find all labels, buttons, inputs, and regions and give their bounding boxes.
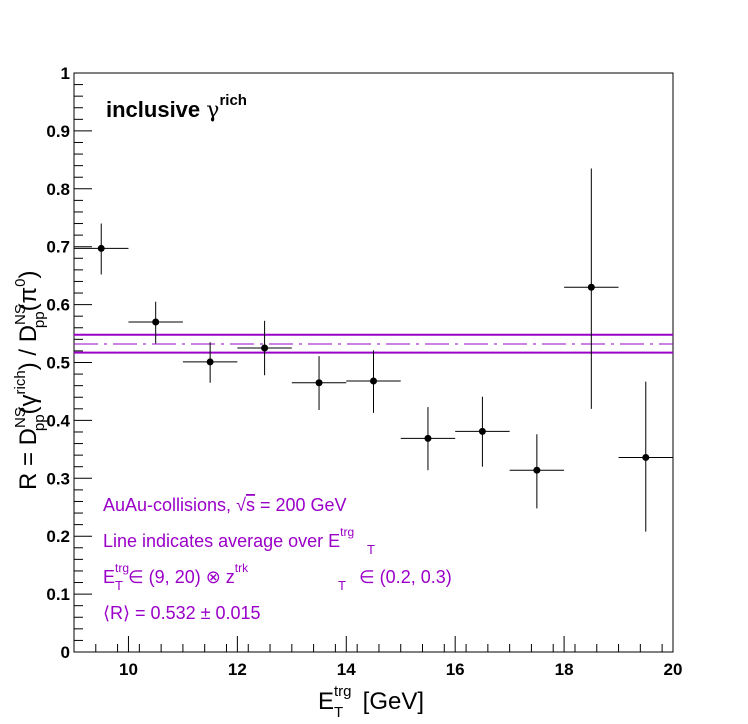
x-axis-title: Etrg T [GeV] (318, 683, 424, 721)
point-marker (642, 453, 650, 461)
data-point (455, 396, 510, 467)
data-point (346, 350, 401, 413)
y-tick-label: 1 (61, 64, 70, 83)
x-tick-label: 10 (119, 660, 138, 679)
y-tick-labels: 0 0.1 0.2 0.3 0.4 0.5 0.6 0.7 0.8 0.9 1 (46, 64, 70, 662)
x-axis-title-sup: trg (334, 683, 352, 700)
data-points (74, 168, 673, 532)
y-axis-title-p1-sup: NS (12, 407, 29, 428)
y-tick-label: 0.6 (46, 296, 70, 315)
annotation-kin-e: E (103, 567, 115, 587)
y-axis-title-p1-sub: pp (31, 414, 48, 431)
point-marker (370, 377, 377, 385)
point-marker (315, 379, 323, 387)
annotation-collisions-pre: AuAu-collisions, (103, 495, 236, 515)
y-tick-label: 0.1 (46, 585, 70, 604)
minor-ticks (74, 84, 663, 652)
point-marker (587, 283, 595, 291)
annotation-sqrt-sign: √ (236, 495, 246, 515)
point-marker (478, 427, 486, 435)
annotation-kin-z-sub: T (338, 578, 346, 593)
average-band (74, 333, 673, 354)
y-axis-title-p3-sub: pp (31, 311, 48, 328)
major-ticks (74, 72, 674, 653)
tag-text: inclusive (106, 97, 206, 122)
data-point (237, 320, 292, 376)
annotation-average-note: Line indicates average over Etrg T (103, 525, 375, 557)
data-point (618, 381, 673, 532)
x-tick-label: 12 (228, 660, 247, 679)
y-axis-title-p4-sup: 0 (12, 279, 29, 287)
x-tick-label: 14 (337, 660, 356, 679)
annotation-kin-e-sup: trg (115, 561, 129, 575)
x-tick-label: 20 (664, 660, 683, 679)
y-axis-title-p2: (γ (15, 394, 42, 414)
data-point (291, 356, 347, 410)
y-axis-title-p1: R = D (15, 428, 42, 490)
x-axis-title-sub: T (334, 704, 343, 721)
tag-greek: γ (206, 98, 219, 123)
x-tick-label: 18 (555, 660, 574, 679)
y-tick-label: 0.4 (46, 411, 70, 430)
y-tick-label: 0.5 (46, 354, 70, 373)
x-axis-title-unit: [GeV] (356, 688, 424, 715)
y-tick-label: 0.9 (46, 122, 70, 141)
point-marker (206, 358, 214, 366)
y-axis-title-p3: ) / D (15, 325, 42, 370)
x-tick-label: 16 (446, 660, 465, 679)
annotation-kinematics: Etrg T ∈ (9, 20) ⊗ ztrk T ∈ (0.2, 0.3) (103, 561, 452, 593)
point-marker (533, 466, 541, 474)
annotation-average-sub: T (367, 542, 375, 557)
y-axis-title: R = DNS pp(γrich) / DNS pp(π0) (12, 271, 48, 490)
annotation-kin-post: ∈ (0.2, 0.3) (354, 567, 452, 587)
y-tick-label: 0.8 (46, 180, 70, 199)
annotation-collisions-post: = 200 GeV (255, 495, 347, 515)
annotation-kin-e-sub: T (115, 578, 123, 593)
data-point (509, 434, 565, 509)
annotation-average-pre: Line indicates average over E (103, 531, 340, 551)
data-point (128, 301, 183, 344)
y-tick-label: 0.7 (46, 238, 70, 257)
annotation-kin-mid: ∈ (9, 20) ⊗ z (123, 567, 235, 587)
annotation-mean-r: ⟨R⟩ = 0.532 ± 0.015 (103, 603, 261, 623)
y-tick-label: 0.2 (46, 527, 70, 546)
annotation-s: s (246, 495, 255, 515)
point-marker (261, 344, 269, 352)
annotation-collisions: AuAu-collisions, √s = 200 GeV (103, 495, 347, 515)
point-marker (424, 434, 432, 442)
point-marker (152, 318, 160, 326)
y-axis-title-p3-sup: NS (12, 304, 29, 325)
inclusive-gamma-tag: inclusive γrich (106, 92, 247, 123)
data-point (564, 168, 619, 409)
y-tick-label: 0.3 (46, 469, 70, 488)
y-axis-title-p4: (π (15, 287, 42, 312)
data-point (74, 223, 129, 275)
data-point (400, 407, 456, 471)
annotation-kin-z-sup: trk (235, 561, 249, 575)
point-marker (97, 244, 105, 252)
tag-sup: rich (219, 92, 247, 109)
y-tick-label: 0 (61, 643, 70, 662)
data-point (182, 342, 238, 383)
y-axis-title-p2-sup: rich (12, 370, 29, 394)
x-tick-labels: 10 12 14 16 18 20 (119, 660, 682, 679)
annotation-average-sup: trg (340, 525, 354, 539)
x-axis-title-base: E (318, 688, 334, 715)
y-axis-title-p5: ) (15, 271, 42, 279)
